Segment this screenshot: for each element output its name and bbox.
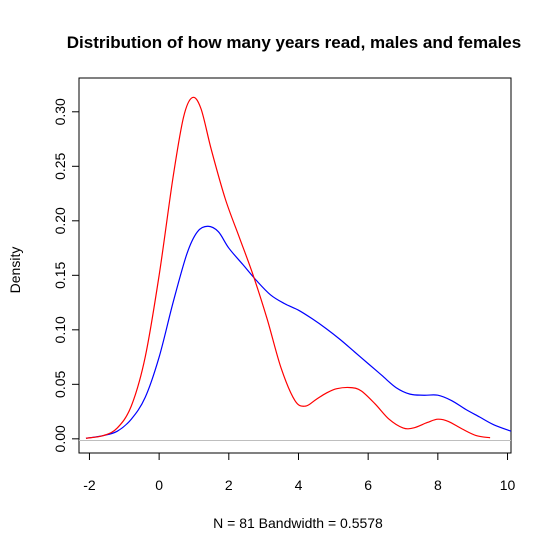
x-tick-label: 2: [225, 477, 233, 493]
plot-box: [78, 77, 512, 454]
y-tick-label: 0.20: [52, 207, 68, 234]
y-tick-label: 0.15: [52, 261, 68, 288]
density-curves: [85, 96, 512, 439]
x-tick-label: 6: [364, 477, 372, 493]
x-axis: -2 0 2 4 6 8 10: [83, 452, 516, 493]
x-tick-label: 8: [434, 477, 442, 493]
density-line-1: [85, 225, 512, 439]
x-tick-label: 4: [295, 477, 303, 493]
chart-title: Distribution of how many years read, mal…: [67, 33, 521, 52]
y-axis-label: Density: [7, 247, 23, 294]
y-tick-label: 0.00: [52, 425, 68, 452]
x-tick-label: 10: [500, 477, 516, 493]
x-axis-label: N = 81 Bandwidth = 0.5578: [213, 515, 383, 531]
x-tick-label: -2: [83, 477, 96, 493]
density-line-2: [85, 96, 491, 439]
y-tick-label: 0.30: [52, 98, 68, 125]
y-tick-label: 0.10: [52, 316, 68, 343]
y-axis: 0.00 0.05 0.10 0.15 0.20 0.25 0.30: [52, 98, 80, 452]
y-tick-label: 0.05: [52, 370, 68, 397]
x-tick-label: 0: [155, 477, 163, 493]
y-tick-label: 0.25: [52, 152, 68, 179]
